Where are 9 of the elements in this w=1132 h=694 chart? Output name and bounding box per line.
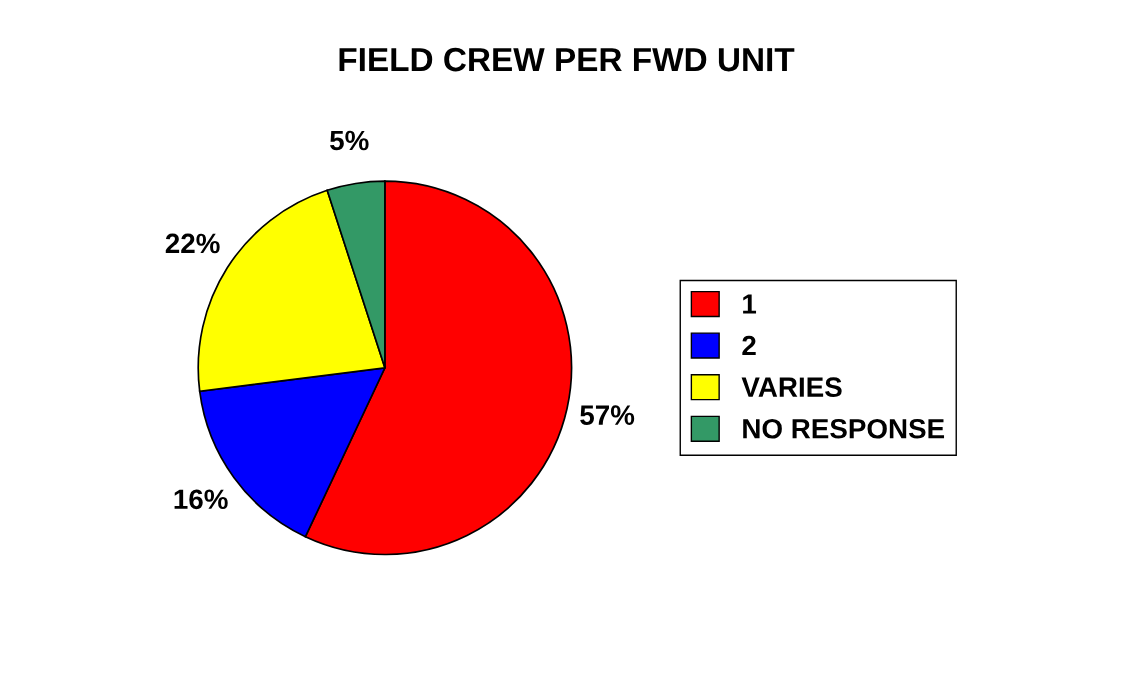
data-label: 5% xyxy=(330,130,369,151)
legend-label: 1 xyxy=(743,294,757,314)
legend-label: NO RESPONSE xyxy=(743,418,945,439)
data-label: 22% xyxy=(165,233,220,254)
chart-title: FIELD CREW PER FWD UNIT xyxy=(339,47,795,72)
data-label: 16% xyxy=(174,489,228,510)
legend-label: 2 xyxy=(742,335,756,356)
data-label: 57% xyxy=(580,405,635,425)
legend-label: VARIES xyxy=(741,377,842,397)
